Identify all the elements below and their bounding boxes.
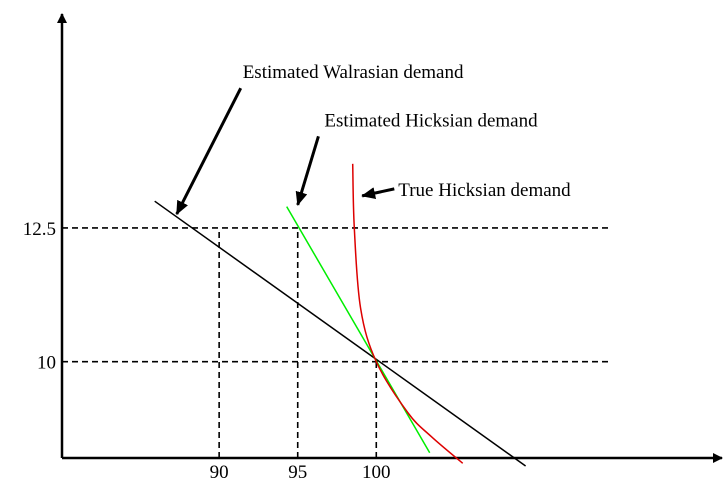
y-tick-label-10: 10 xyxy=(37,353,56,374)
annotation-est-hicksian-label: Estimated Hicksian demand xyxy=(324,110,538,131)
series-true-hicksian-line xyxy=(351,163,464,464)
reference-lines xyxy=(62,227,612,458)
annotation-walrasian-label: Estimated Walrasian demand xyxy=(243,62,464,83)
tick-labels: 90 95 100 12.5 10 xyxy=(23,219,391,480)
series-layer xyxy=(154,163,527,467)
annotations: Estimated Walrasian demand Estimated Hick… xyxy=(175,62,571,215)
x-tick-label-90: 90 xyxy=(210,462,229,480)
annotation-true-hicksian-arrow xyxy=(361,187,395,199)
x-tick-label-95: 95 xyxy=(288,462,307,480)
series-est-hicksian-line xyxy=(286,206,431,454)
series-walrasian-line xyxy=(154,200,527,467)
y-tick-label-12-5: 12.5 xyxy=(23,219,56,240)
annotation-est-hicksian-arrow xyxy=(295,135,320,206)
annotation-true-hicksian-label: True Hicksian demand xyxy=(398,180,571,201)
annotation-walrasian-arrow xyxy=(175,87,243,215)
x-tick-label-100: 100 xyxy=(362,462,391,480)
